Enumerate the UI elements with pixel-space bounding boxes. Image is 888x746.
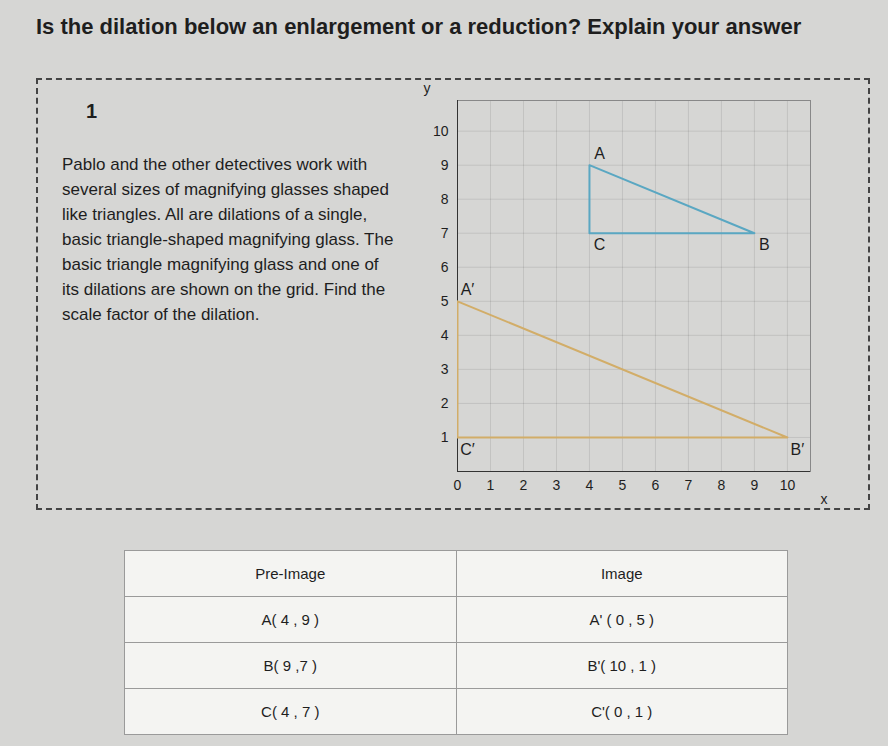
- svg-text:9: 9: [751, 477, 759, 493]
- svg-text:2: 2: [441, 395, 449, 411]
- html-text:Image: Image: [600, 565, 643, 582]
- svg-text:9: 9: [441, 157, 449, 173]
- svg-text:6: 6: [441, 259, 449, 275]
- html-text:C'( 0 , 1 ): C'( 0 , 1 ): [591, 703, 653, 720]
- html-text:1: 1: [86, 100, 98, 122]
- svg-text:10: 10: [433, 123, 449, 139]
- html-text:C( 4 , 7 ): C( 4 , 7 ): [261, 703, 320, 720]
- svg-text:8: 8: [441, 191, 449, 207]
- html-text:B( 9 ,7 ): B( 9 ,7 ): [263, 657, 317, 674]
- svg-text:4: 4: [586, 477, 594, 493]
- svg-text:7: 7: [441, 225, 449, 241]
- svg-text:3: 3: [441, 361, 449, 377]
- html-text:A' ( 0 , 5 ): A' ( 0 , 5 ): [589, 611, 654, 628]
- svg-text:1: 1: [487, 477, 495, 493]
- html-text:Pre-Image: Pre-Image: [255, 565, 326, 582]
- svg-text:0: 0: [454, 477, 462, 493]
- html-text:B'( 10 , 1 ): B'( 10 , 1 ): [587, 657, 657, 674]
- svg-text:8: 8: [718, 477, 726, 493]
- svg-text:A: A: [594, 145, 605, 162]
- svg-text:5: 5: [441, 293, 449, 309]
- svg-text:x: x: [821, 491, 828, 507]
- svg-text:4: 4: [441, 327, 449, 343]
- svg-text:C′: C′: [460, 441, 475, 458]
- svg-text:6: 6: [652, 477, 660, 493]
- svg-text:3: 3: [553, 477, 561, 493]
- svg-text:10: 10: [780, 477, 796, 493]
- svg-text:A′: A′: [461, 281, 475, 298]
- svg-text:7: 7: [685, 477, 693, 493]
- svg-text:B: B: [759, 236, 770, 253]
- html-text:Pablo and the other detectives: Pablo and the other detectives work with…: [62, 155, 394, 324]
- html-text:A( 4 , 9 ): A( 4 , 9 ): [261, 611, 319, 628]
- svg-text:C: C: [594, 236, 606, 253]
- svg-text:y: y: [424, 80, 431, 96]
- svg-text:5: 5: [619, 477, 627, 493]
- svg-text:2: 2: [520, 477, 528, 493]
- svg-text:1: 1: [441, 429, 449, 445]
- html-text:Is the dilation below an enlar: Is the dilation below an enlargement or …: [36, 14, 802, 39]
- svg-text:B′: B′: [791, 441, 805, 458]
